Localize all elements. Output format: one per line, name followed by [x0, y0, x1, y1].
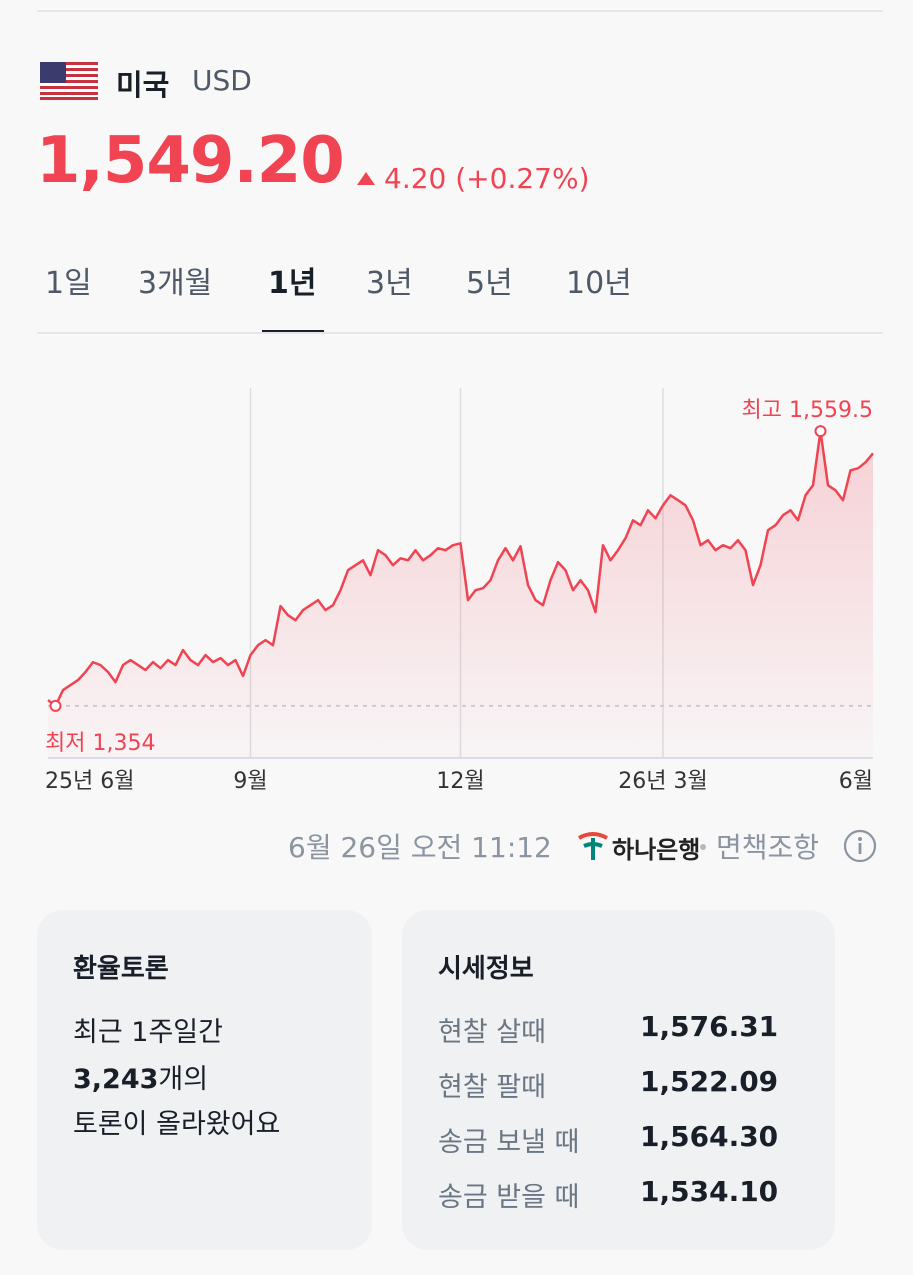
- rate-value: 1,576.31: [640, 1010, 779, 1043]
- top-divider: [37, 10, 883, 12]
- us-flag: [40, 62, 98, 100]
- price: 1,549.20: [36, 124, 345, 198]
- rate-label: 송금 보낼 때: [438, 1127, 580, 1158]
- price-change: 4.20 (+0.27%): [384, 162, 590, 195]
- rate-value: 1,564.30: [640, 1120, 779, 1153]
- timestamp: 6월 26일 오전 11:12: [288, 831, 552, 864]
- period-tab[interactable]: 3개월: [138, 266, 213, 301]
- currency: USD: [192, 64, 252, 97]
- period-tab[interactable]: 1년: [268, 266, 317, 301]
- x-tick-label: 26년 3월: [618, 769, 707, 794]
- period-tab[interactable]: 5년: [466, 266, 513, 301]
- tab-underline: [262, 330, 324, 333]
- min-point: [49, 699, 62, 712]
- period-tab[interactable]: 3년: [366, 266, 413, 301]
- discussion-title: 환율토론: [73, 954, 169, 984]
- discussion-count: 3,243: [73, 1064, 159, 1095]
- min-label: 최저 1,354: [45, 731, 155, 756]
- chart: 25년 6월 9월 12월 26년 3월 6월 최고 1,559.5 최저 1,354: [45, 388, 874, 794]
- rate-value: 1,534.10: [640, 1175, 779, 1208]
- rates-card[interactable]: 시세정보 현찰 살때 1,576.31 현찰 팔때 1,522.09 송금 보낼 때 1,…: [402, 910, 835, 1250]
- period-tab[interactable]: 1일: [45, 266, 92, 301]
- rate-label: 현찰 팔때: [438, 1072, 546, 1103]
- info-icon[interactable]: [843, 829, 877, 863]
- disclaimer[interactable]: 면책조항: [716, 831, 820, 864]
- dot: [700, 844, 706, 850]
- tabs-divider: [37, 332, 883, 334]
- area: [48, 431, 873, 758]
- line: [47, 429, 874, 708]
- max-label: 최고 1,559.5: [742, 398, 873, 423]
- x-tick-label: 25년 6월: [45, 769, 134, 794]
- max-point: [814, 425, 827, 438]
- period-tab[interactable]: 10년: [566, 266, 632, 301]
- discussion-line: 3,243개의: [73, 1057, 208, 1096]
- rate-value: 1,522.09: [640, 1065, 779, 1098]
- discussion-line: 토론이 올라왔어요: [73, 1109, 281, 1140]
- x-tick-label: 12월: [436, 769, 484, 794]
- x-tick-label: 6월: [839, 769, 873, 794]
- rate-label: 송금 받을 때: [438, 1182, 580, 1213]
- discussion-line: 최근 1주일간: [73, 1017, 223, 1048]
- up-arrow: [357, 172, 375, 185]
- rate-label: 현찰 살때: [438, 1017, 546, 1048]
- bank-name: 하나은행: [612, 836, 701, 864]
- x-tick-label: 9월: [233, 769, 267, 794]
- country: 미국: [116, 68, 170, 102]
- bank-logo: [578, 832, 608, 860]
- discussion-card[interactable]: 환율토론 최근 1주일간 3,243개의 토론이 올라왔어요: [37, 910, 372, 1250]
- rates-title: 시세정보: [438, 954, 534, 984]
- discussion-suffix: 개의: [158, 1064, 209, 1095]
